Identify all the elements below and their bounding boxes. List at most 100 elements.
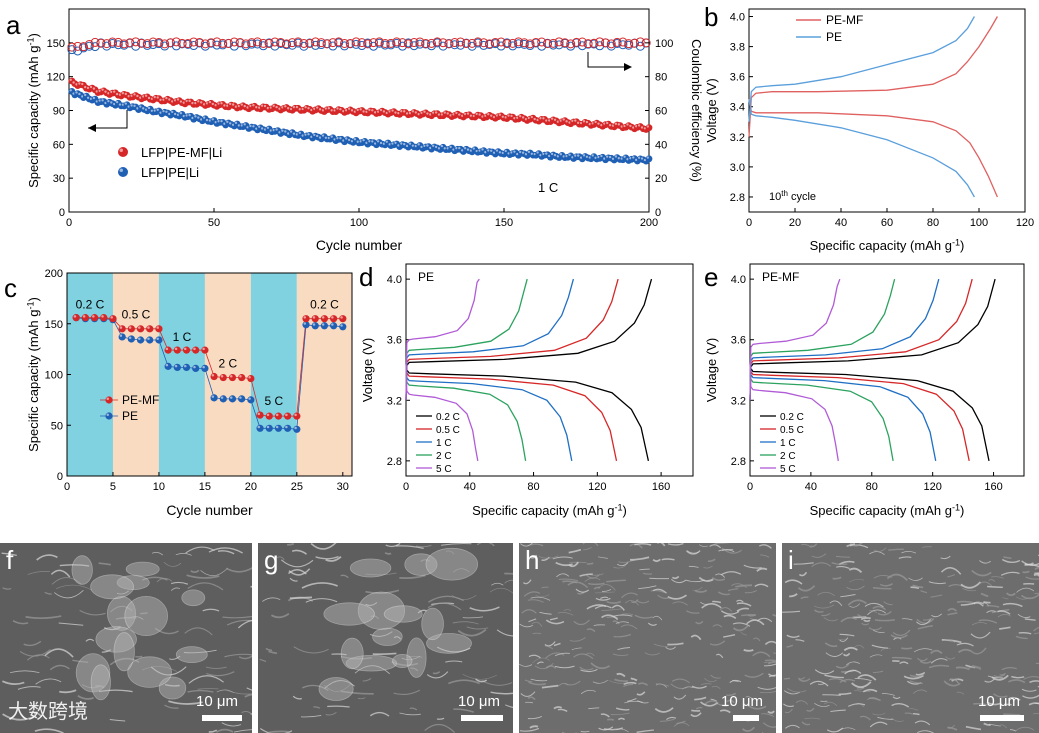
panel-letter-i: i bbox=[788, 545, 794, 575]
sem-texture-stroke bbox=[268, 730, 290, 733]
sem-texture-stroke bbox=[943, 639, 956, 643]
discharge-curve-0.5c bbox=[405, 362, 618, 462]
sem-texture-stroke bbox=[753, 637, 761, 642]
sem-texture-stroke bbox=[652, 558, 661, 563]
sem-texture-stroke bbox=[462, 616, 484, 619]
rate-point-pe bbox=[127, 335, 135, 343]
sem-texture-stroke bbox=[846, 661, 860, 666]
sem-texture-stroke bbox=[854, 689, 871, 692]
sem-texture-stroke bbox=[504, 704, 513, 708]
sem-texture-i bbox=[782, 543, 1039, 733]
sem-texture-stroke bbox=[698, 544, 709, 547]
sem-particle bbox=[357, 591, 405, 630]
charge-curve-0.2c bbox=[405, 278, 653, 401]
panel-letter-d: d bbox=[359, 262, 373, 292]
sem-texture-stroke bbox=[168, 700, 203, 705]
ce-point-pe-mf bbox=[282, 39, 291, 49]
arrow-right-axis bbox=[587, 52, 626, 68]
sem-texture-stroke bbox=[892, 696, 901, 700]
sem-texture-stroke bbox=[711, 685, 721, 690]
sem-texture-stroke bbox=[671, 678, 690, 684]
sem-particle bbox=[125, 561, 160, 577]
discharge-curve-5c bbox=[749, 362, 839, 462]
sem-texture-stroke bbox=[530, 678, 548, 682]
sem-texture-stroke bbox=[457, 628, 487, 637]
panel-d-xlabel: Specific capacity (mAh g-1) bbox=[472, 502, 627, 518]
sem-texture-stroke bbox=[688, 565, 699, 568]
rate-point-pe-mf bbox=[146, 325, 154, 333]
sem-texture-stroke bbox=[720, 610, 740, 615]
sem-texture-stroke bbox=[621, 592, 638, 599]
ce-point-pe bbox=[618, 40, 628, 50]
sem-texture-stroke bbox=[735, 584, 753, 588]
sem-texture-stroke bbox=[806, 707, 815, 712]
sem-texture-stroke bbox=[453, 708, 475, 713]
sem-texture-stroke bbox=[555, 561, 573, 567]
sem-texture-stroke bbox=[12, 620, 29, 625]
sem-texture-stroke bbox=[520, 543, 533, 547]
sem-texture-stroke bbox=[451, 595, 477, 600]
rate-point-pe bbox=[146, 336, 154, 344]
sem-particle bbox=[90, 574, 134, 600]
sem-texture-stroke bbox=[630, 599, 639, 604]
sem-texture-stroke bbox=[1034, 572, 1039, 575]
panel-letter-c: c bbox=[4, 273, 17, 303]
panel-e-xtick-label: 120 bbox=[923, 481, 941, 493]
panel-b-xlabel: Specific capacity (mAh g-1) bbox=[810, 237, 965, 253]
ce-point-pe-mf bbox=[177, 38, 187, 48]
sem-texture-stroke bbox=[754, 583, 769, 588]
sem-texture-stroke bbox=[983, 722, 991, 727]
ce-point-pe-mf bbox=[635, 37, 645, 47]
sem-texture-stroke bbox=[665, 646, 677, 650]
sem-texture-stroke bbox=[817, 591, 836, 597]
sem-texture-stroke bbox=[764, 663, 776, 667]
ce-point-pe-mf bbox=[589, 38, 599, 48]
scale-bar-label-h: 10 μm bbox=[721, 693, 763, 710]
sem-texture-stroke bbox=[712, 600, 722, 604]
sem-texture-stroke bbox=[1011, 675, 1025, 679]
curve-pe-discharge bbox=[748, 99, 975, 198]
sem-texture-stroke bbox=[654, 707, 674, 713]
sem-texture-stroke bbox=[909, 680, 923, 684]
sem-texture-stroke bbox=[552, 556, 573, 560]
ce-point-pe-mf bbox=[258, 38, 268, 48]
panel-d-xtick-label: 0 bbox=[403, 481, 409, 493]
sem-texture-stroke bbox=[736, 602, 752, 607]
sem-texture-stroke bbox=[968, 666, 982, 670]
sem-texture-stroke bbox=[420, 559, 431, 563]
sem-texture-stroke bbox=[872, 587, 892, 590]
sem-texture-stroke bbox=[715, 653, 724, 659]
sem-texture-stroke bbox=[1022, 570, 1030, 574]
sem-texture-stroke bbox=[150, 666, 187, 676]
sem-texture-stroke bbox=[190, 569, 200, 573]
charge-curve-5c bbox=[405, 278, 480, 401]
rate-point-pe bbox=[155, 336, 163, 344]
sem-texture-stroke bbox=[758, 544, 772, 549]
sem-texture-stroke bbox=[842, 652, 851, 657]
sem-texture-stroke bbox=[613, 565, 627, 569]
sem-texture-stroke bbox=[709, 544, 722, 549]
sem-texture-stroke bbox=[914, 720, 931, 726]
sem-texture-stroke bbox=[901, 647, 913, 650]
ce-point-pe bbox=[113, 40, 123, 50]
sem-texture-stroke bbox=[822, 694, 841, 696]
sem-texture-stroke bbox=[202, 608, 220, 612]
ce-point-pe-mf bbox=[467, 38, 477, 48]
sem-texture-stroke bbox=[184, 627, 213, 636]
sem-texture-stroke bbox=[883, 601, 893, 606]
sem-particle bbox=[113, 632, 135, 672]
sem-texture-stroke bbox=[553, 642, 561, 647]
panel-e-title: PE-MF bbox=[762, 270, 799, 284]
rate-point-pe-mf bbox=[100, 314, 108, 322]
sem-texture-stroke bbox=[868, 697, 881, 702]
rate-point-pe-mf bbox=[182, 346, 191, 354]
sem-texture-stroke bbox=[831, 561, 848, 566]
sem-texture-stroke bbox=[620, 624, 638, 630]
panel-b-ytick-label: 2.8 bbox=[730, 192, 745, 204]
sem-particle bbox=[372, 627, 403, 646]
sem-texture-stroke bbox=[579, 666, 594, 671]
sem-texture-stroke bbox=[837, 638, 846, 641]
rate-point-pe bbox=[201, 364, 209, 373]
sem-texture-stroke bbox=[789, 593, 798, 598]
sem-texture-stroke bbox=[603, 727, 624, 731]
